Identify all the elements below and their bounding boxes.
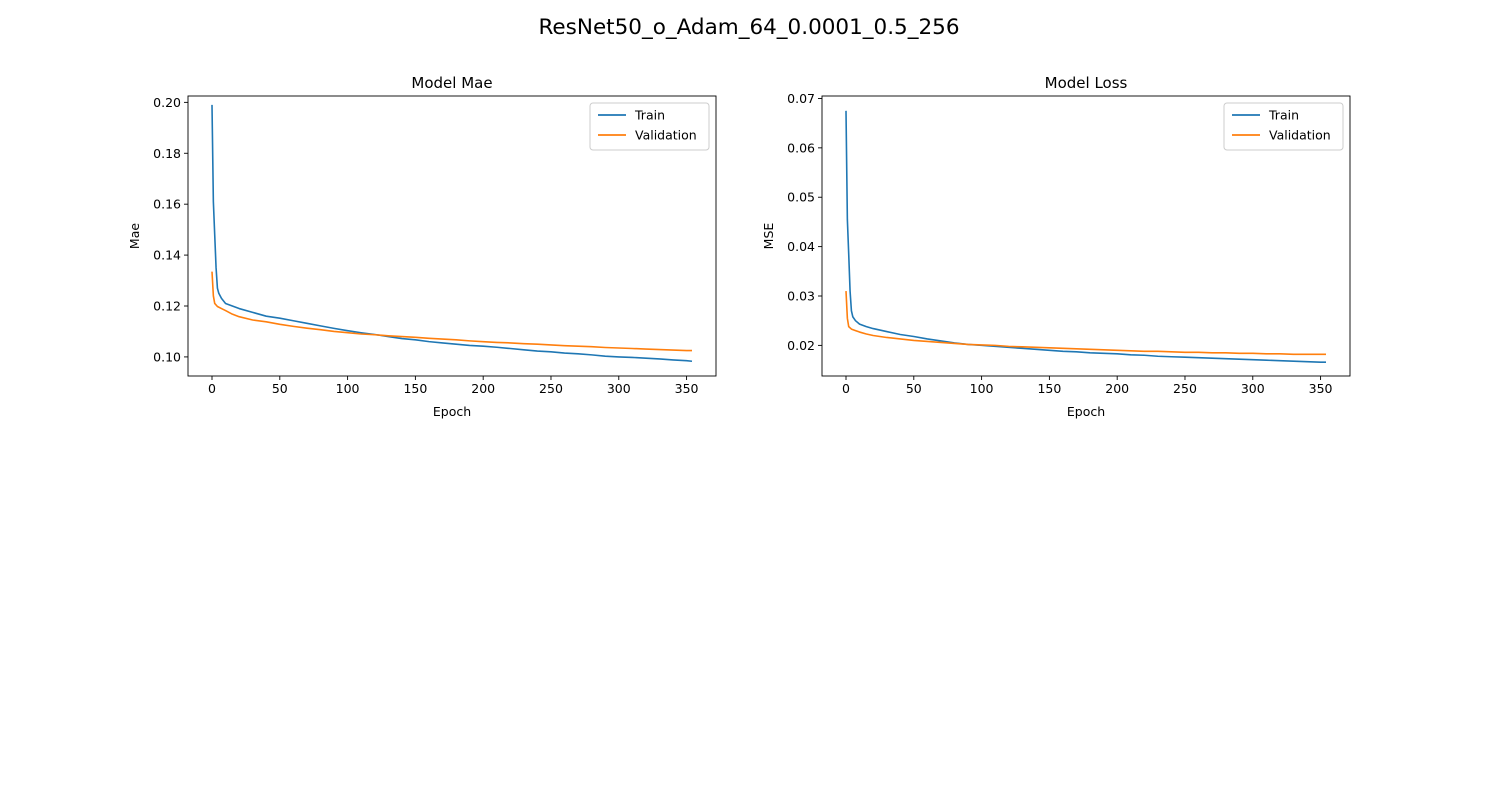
y-tick-label: 0.10 [153, 349, 181, 364]
chart-title: Model Mae [411, 74, 492, 92]
chart-title: Model Loss [1045, 74, 1128, 92]
panel-model-mae: 0 50 100 150 200 250 300 350 0.10 0.12 0.14 0.16 0.1… [127, 74, 717, 419]
x-tick-label: 200 [471, 381, 495, 396]
x-tick-label: 150 [1037, 381, 1061, 396]
x-tick-label: 0 [842, 381, 850, 396]
x-tick-label: 150 [403, 381, 427, 396]
x-axis-label: Epoch [1067, 404, 1105, 419]
axes-frame [821, 95, 1351, 377]
legend: Train Validation [589, 102, 710, 151]
y-axis-label: Mae [127, 223, 142, 249]
y-tick-label: 0.02 [787, 338, 815, 353]
figure-suptitle: ResNet50_o_Adam_64_0.0001_0.5_256 [538, 15, 959, 40]
series-line-train [211, 104, 693, 363]
legend: Train Validation [1223, 102, 1344, 151]
y-axis-label: MSE [761, 223, 776, 250]
legend-label-train: Train [634, 108, 665, 123]
y-tick-label: 0.04 [787, 239, 815, 254]
y-tick-label: 0.05 [787, 190, 815, 205]
x-tick-label: 350 [675, 381, 699, 396]
x-tick-label: 200 [1105, 381, 1129, 396]
y-tick-label: 0.03 [787, 289, 815, 304]
x-tick-label: 0 [208, 381, 216, 396]
y-tick-label: 0.06 [787, 140, 815, 155]
legend-label-train: Train [1268, 108, 1299, 123]
x-tick-label: 300 [1241, 381, 1265, 396]
axes-frame [187, 95, 717, 377]
legend-label-validation: Validation [635, 128, 697, 143]
series-line-validation [845, 291, 1326, 356]
y-tick-label: 0.07 [787, 91, 815, 106]
legend-label-validation: Validation [1269, 128, 1331, 143]
x-axis-label: Epoch [433, 404, 471, 419]
series-line-validation [211, 271, 692, 352]
x-tick-label: 250 [1173, 381, 1197, 396]
y-tick-label: 0.14 [153, 248, 181, 263]
series-line-train [845, 110, 1326, 363]
y-tick-label: 0.12 [153, 299, 181, 314]
y-tick-label: 0.20 [153, 95, 181, 110]
panel-model-loss: 0 50 100 150 200 250 300 350 0.02 0.03 0.04 0.05 0.0… [761, 74, 1351, 419]
x-tick-label: 50 [272, 381, 288, 396]
x-tick-label: 100 [970, 381, 994, 396]
y-tick-label: 0.18 [153, 146, 181, 161]
x-tick-label: 100 [336, 381, 360, 396]
y-tick-label: 0.16 [153, 197, 181, 212]
x-tick-label: 300 [607, 381, 631, 396]
x-tick-label: 350 [1309, 381, 1333, 396]
x-tick-label: 250 [539, 381, 563, 396]
x-tick-label: 50 [906, 381, 922, 396]
